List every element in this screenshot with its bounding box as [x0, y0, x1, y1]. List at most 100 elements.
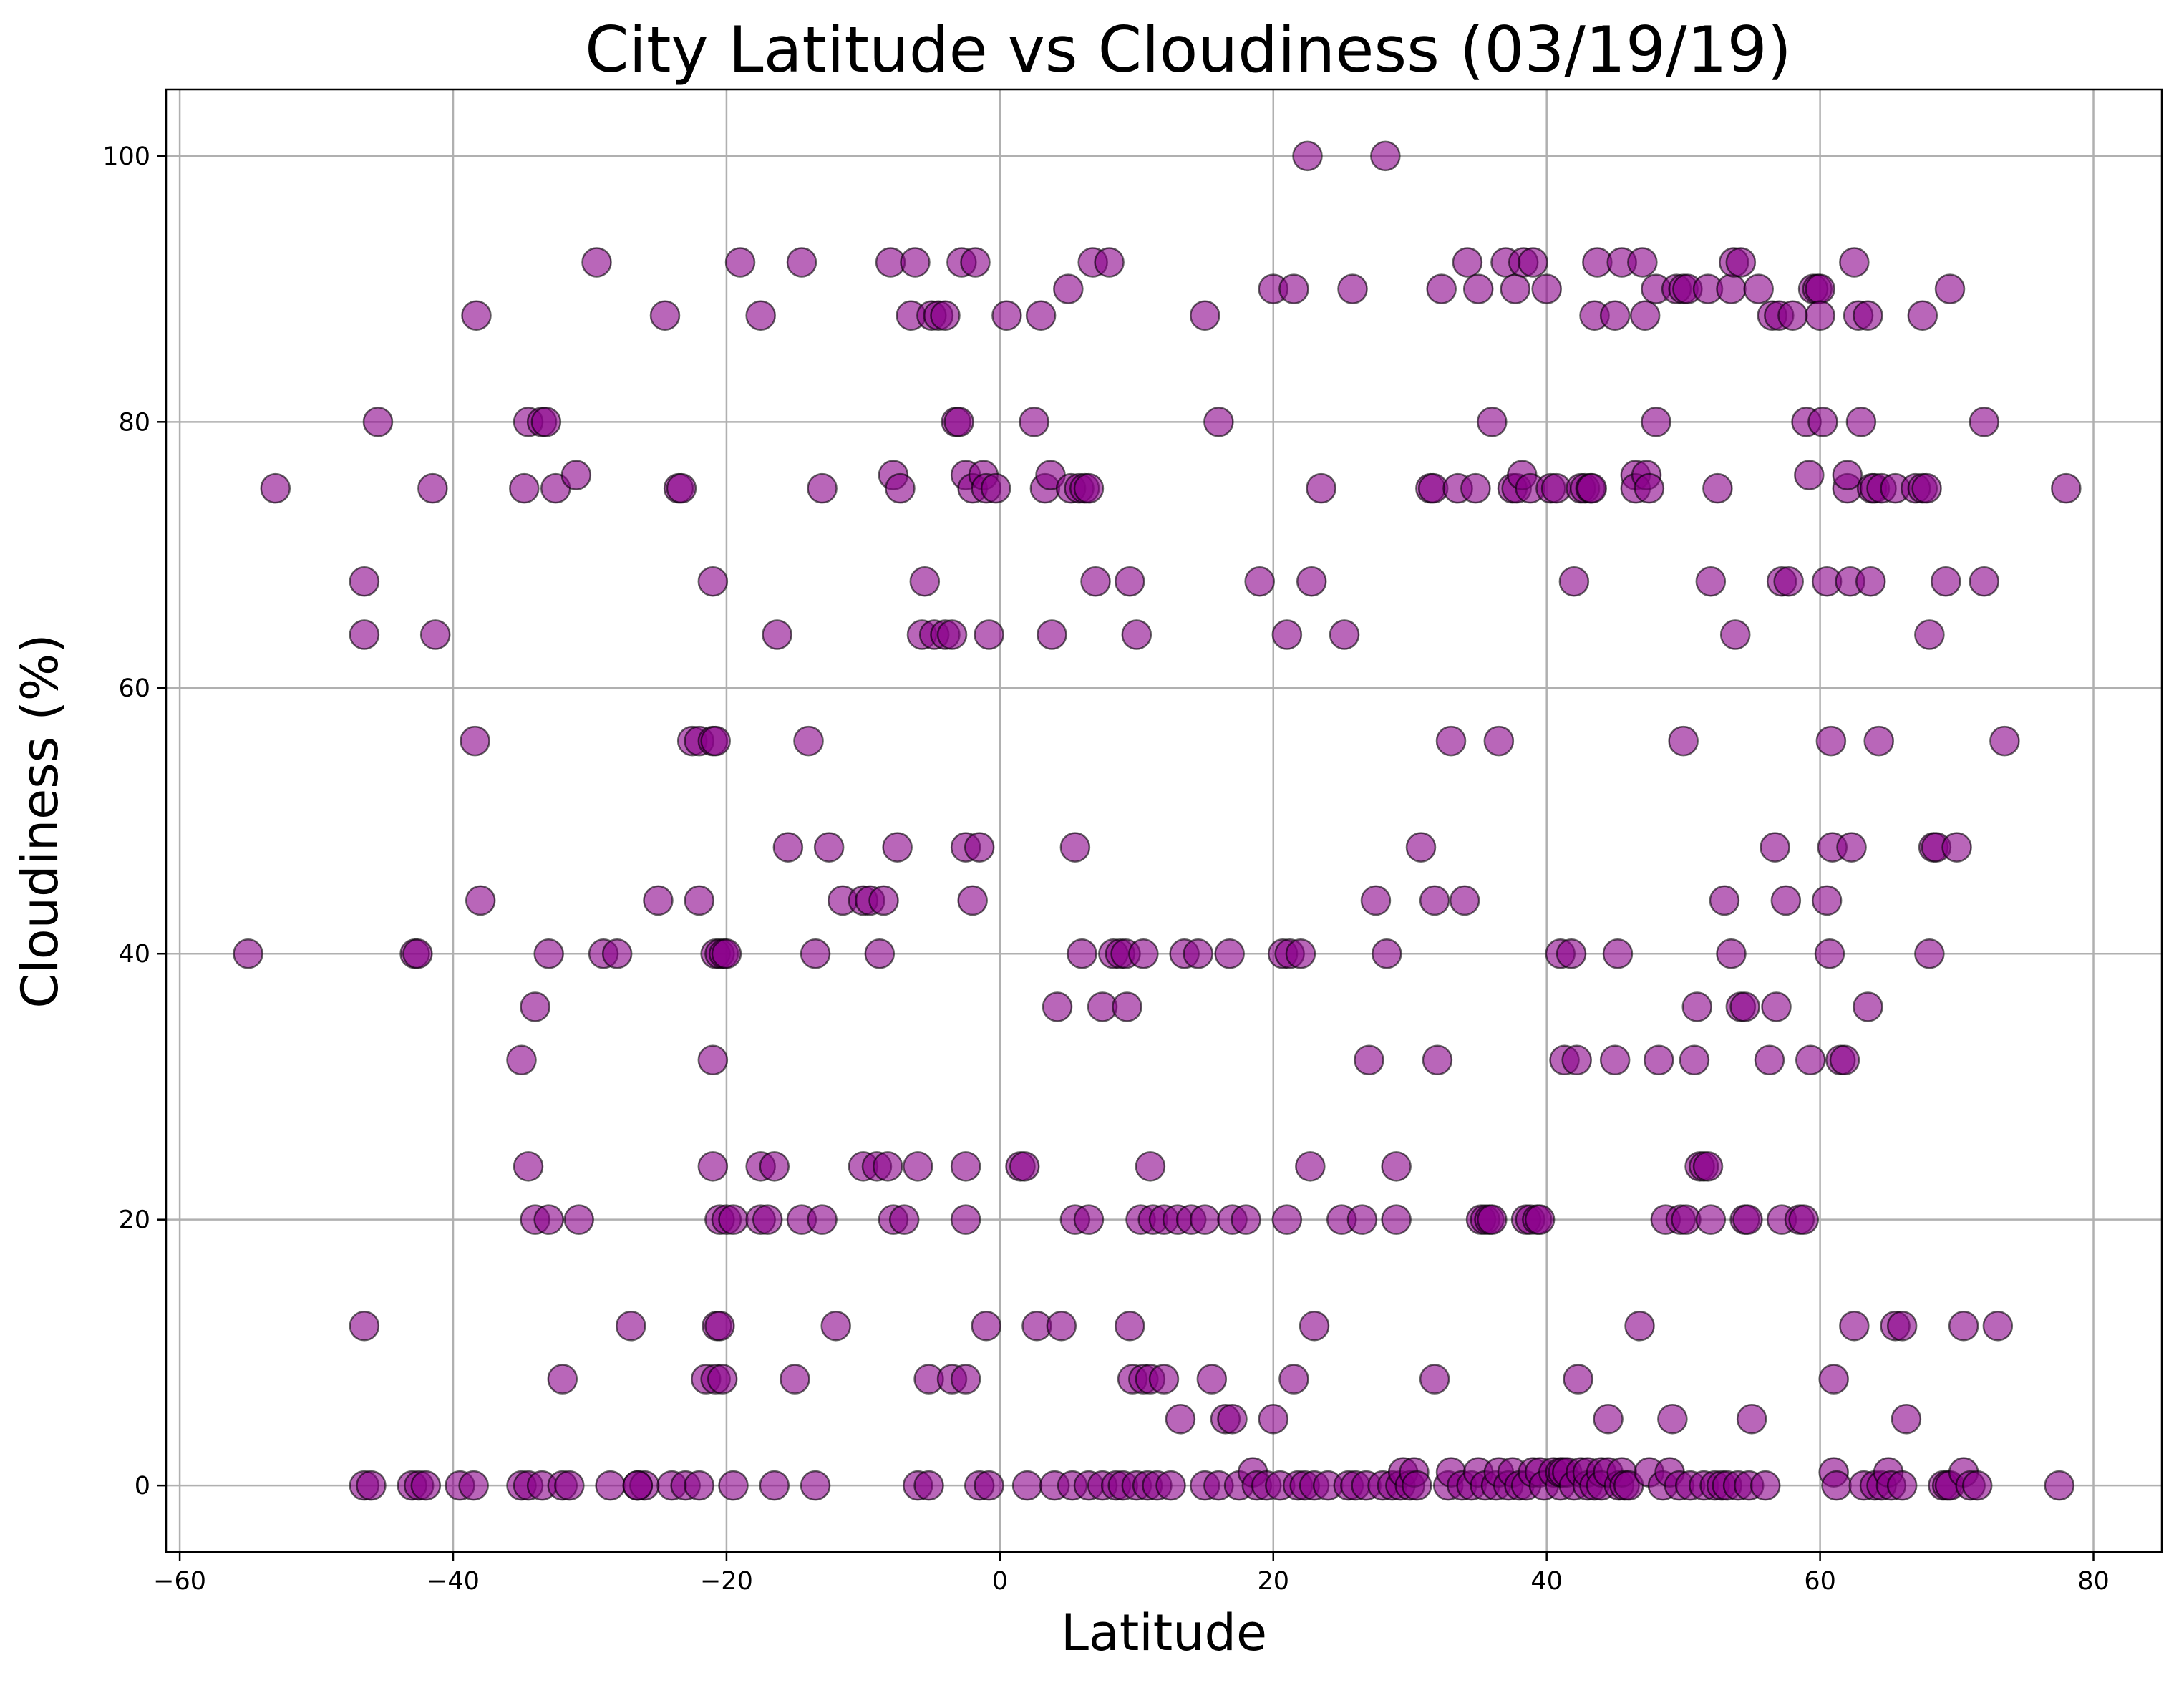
data-point — [1832, 460, 1863, 490]
data-point — [1815, 725, 1847, 757]
data-point — [1419, 1364, 1450, 1395]
data-point — [1203, 407, 1234, 437]
data-point — [1165, 1404, 1196, 1435]
data-point — [1115, 1311, 1145, 1342]
data-point — [1794, 460, 1825, 490]
data-point — [974, 619, 1004, 650]
data-point — [1732, 1204, 1763, 1235]
data-point — [1934, 273, 1966, 304]
plot-frame — [165, 88, 2163, 1553]
data-point — [1982, 1311, 2014, 1342]
data-point — [786, 247, 817, 278]
y-axis-ticks: 0 20 40 60 80 100 — [102, 142, 166, 1500]
data-point — [465, 885, 496, 916]
x-tick-label: −40 — [427, 1567, 480, 1596]
data-point — [356, 1470, 387, 1501]
data-point — [1183, 938, 1213, 969]
x-axis-label: Latitude — [1061, 1604, 1267, 1662]
data-point — [1795, 1044, 1826, 1076]
data-point — [718, 1204, 749, 1235]
data-point — [1042, 991, 1073, 1022]
data-point — [666, 472, 697, 504]
data-point — [1839, 247, 1870, 278]
data-point — [1128, 938, 1159, 969]
data-point — [1073, 472, 1105, 504]
data-point — [506, 1044, 537, 1076]
data-point — [622, 1470, 654, 1501]
data-point — [1019, 407, 1049, 437]
data-point — [813, 832, 845, 863]
data-point — [873, 1151, 903, 1182]
data-point — [1112, 991, 1142, 1022]
data-point — [1969, 566, 2000, 597]
x-tick-label: −20 — [700, 1567, 753, 1596]
data-point — [950, 1151, 981, 1182]
data-point — [704, 1311, 735, 1342]
data-point — [930, 300, 961, 331]
data-point — [260, 472, 291, 504]
data-point — [718, 1470, 749, 1501]
data-point — [1244, 566, 1275, 597]
data-point — [581, 247, 612, 278]
data-point — [1716, 938, 1747, 969]
data-point — [643, 885, 674, 916]
data-point — [1805, 300, 1835, 331]
data-point — [1602, 938, 1634, 969]
data-points — [233, 140, 2082, 1501]
data-point — [1053, 273, 1084, 304]
data-point — [1337, 273, 1368, 304]
data-point — [1217, 1404, 1248, 1435]
data-point — [1886, 1311, 1918, 1342]
data-point — [780, 1364, 810, 1395]
data-point — [960, 247, 991, 278]
data-point — [349, 1311, 380, 1342]
data-point — [1931, 566, 1961, 597]
data-point — [1736, 1404, 1767, 1435]
data-point — [402, 938, 433, 969]
data-point — [1135, 1151, 1166, 1182]
data-point — [362, 407, 394, 437]
data-point — [1863, 725, 1894, 757]
data-point — [800, 938, 831, 969]
x-tick-label: 20 — [1257, 1567, 1289, 1596]
data-point — [1634, 472, 1665, 504]
data-point — [903, 1151, 933, 1182]
x-tick-label: 60 — [1804, 1567, 1836, 1596]
chart-title: City Latitude vs Cloudiness (03/19/19) — [585, 13, 1792, 87]
data-point — [762, 619, 792, 650]
data-point — [1059, 832, 1091, 863]
data-point — [1641, 407, 1671, 437]
data-point — [943, 407, 974, 437]
data-point — [1969, 407, 2000, 437]
data-point — [1788, 1204, 1819, 1235]
data-point — [1644, 1044, 1674, 1076]
data-point — [1531, 273, 1562, 304]
data-point — [1743, 273, 1774, 304]
data-point — [684, 885, 714, 916]
data-point — [697, 1044, 729, 1076]
data-point — [1067, 938, 1097, 969]
data-point — [560, 460, 592, 490]
data-point — [1381, 1204, 1412, 1235]
data-point — [1668, 725, 1699, 757]
data-point — [1155, 1470, 1186, 1501]
data-point — [807, 472, 838, 504]
data-point — [1285, 938, 1316, 969]
data-point — [1422, 1044, 1453, 1076]
data-point — [1190, 300, 1220, 331]
data-point — [820, 1311, 851, 1342]
data-point — [1845, 407, 1877, 437]
data-point — [1462, 273, 1494, 304]
data-point — [1818, 1364, 1849, 1395]
data-point — [547, 1364, 578, 1395]
data-point — [1558, 566, 1590, 597]
data-point — [1011, 1470, 1043, 1501]
data-point — [807, 1204, 838, 1235]
data-point — [563, 1204, 594, 1235]
data-point — [1702, 472, 1733, 504]
data-point — [1258, 1404, 1289, 1435]
data-point — [1426, 273, 1457, 304]
data-point — [1853, 991, 1883, 1022]
data-point — [1749, 1470, 1781, 1501]
